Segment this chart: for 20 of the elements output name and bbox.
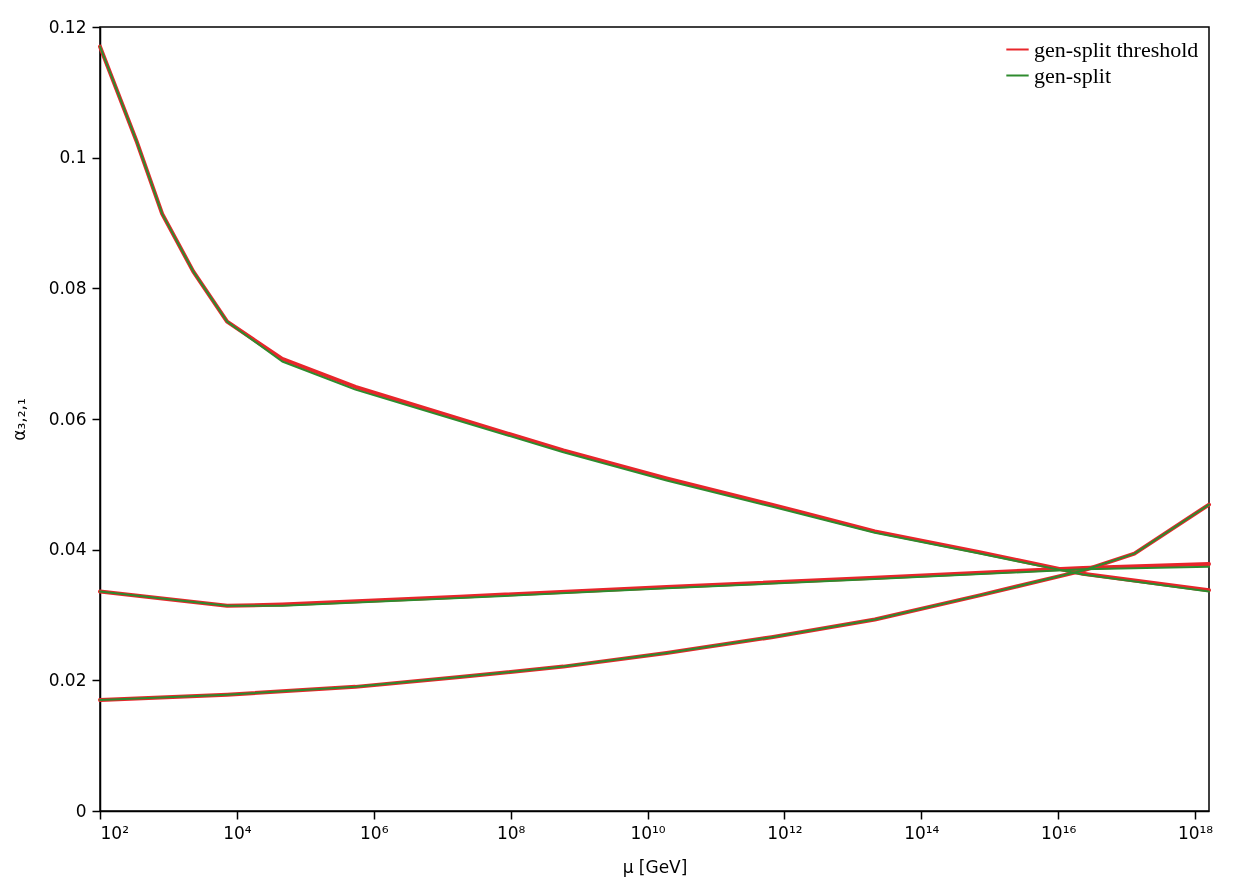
legend-label: gen-split	[1034, 62, 1111, 88]
y-tick-label: 0.08	[48, 277, 87, 298]
legend-label: gen-split threshold	[1034, 36, 1199, 62]
x-tick-label: 10²	[100, 822, 129, 843]
x-tick-label: 10¹²	[767, 822, 803, 843]
x-tick-label: 10⁸	[496, 822, 526, 843]
x-tick-label: 10⁴	[223, 822, 252, 843]
y-tick-label: 0	[75, 800, 87, 821]
y-tick-label: 0.1	[59, 147, 87, 168]
y-tick-label: 0.12	[48, 16, 87, 37]
x-tick-label: 10¹⁴	[904, 822, 940, 843]
x-tick-label: 10⁶	[360, 822, 389, 843]
x-tick-label: 10¹⁸	[1177, 822, 1214, 843]
y-tick-label: 0.02	[48, 669, 87, 690]
x-axis-title: μ [GeV]	[622, 856, 688, 877]
y-tick-label: 0.06	[48, 408, 87, 429]
x-tick-label: 10¹⁶	[1041, 822, 1077, 843]
y-tick-label: 0.04	[48, 539, 87, 560]
y-axis-title: α₃,₂,₁	[8, 398, 29, 441]
x-tick-label: 10¹⁰	[630, 822, 666, 843]
